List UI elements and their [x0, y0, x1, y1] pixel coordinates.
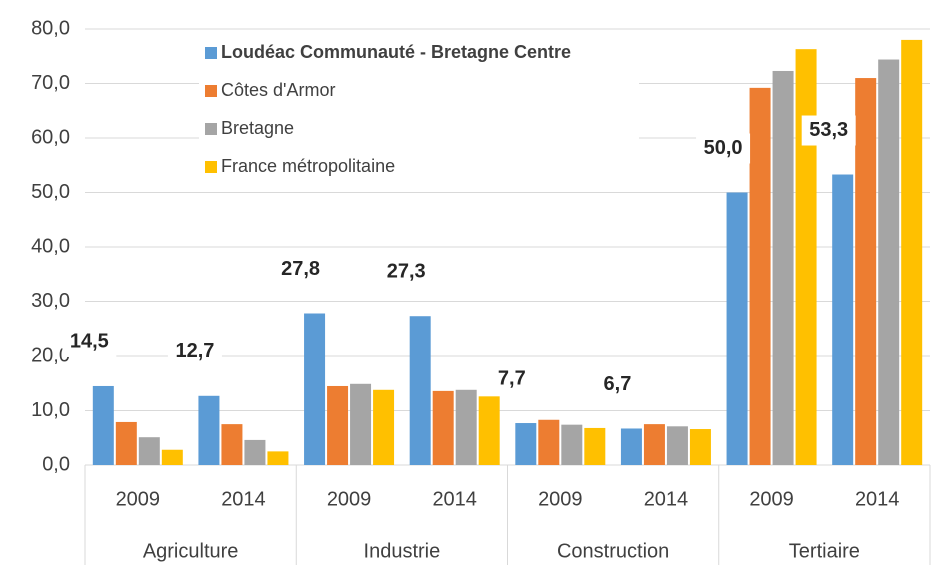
- bar: [901, 39, 923, 466]
- legend-swatch: [205, 47, 217, 59]
- data-label: 27,3: [387, 260, 426, 282]
- legend-swatch: [205, 85, 217, 97]
- legend-label: France métropolitaine: [221, 156, 395, 176]
- group-label: Industrie: [364, 540, 441, 562]
- data-label-background: [167, 336, 222, 367]
- bar: [749, 87, 771, 466]
- x-tick-label: 2014: [432, 488, 477, 510]
- legend-background: [199, 35, 639, 187]
- data-label-background: [379, 257, 434, 288]
- bar: [620, 428, 642, 465]
- data-label: 27,8: [281, 258, 320, 280]
- bar: [350, 383, 372, 465]
- bar: [409, 316, 431, 465]
- bar: [643, 424, 665, 465]
- bar: [115, 421, 137, 465]
- x-tick-label: 2009: [116, 488, 161, 510]
- legend-label: Loudéac Communauté - Bretagne Centre: [221, 42, 571, 62]
- legend-swatch: [205, 161, 217, 173]
- data-label: 14,5: [70, 330, 109, 352]
- y-tick-label: 30,0: [31, 290, 70, 312]
- y-tick-label: 10,0: [31, 399, 70, 421]
- data-label: 7,7: [498, 367, 526, 389]
- bar: [267, 451, 289, 465]
- bar: [832, 174, 854, 465]
- data-label-background: [801, 115, 856, 146]
- group-label: Construction: [557, 540, 669, 562]
- x-tick-label: 2014: [644, 488, 689, 510]
- data-label: 6,7: [604, 373, 632, 395]
- y-tick-label: 20,0: [31, 344, 70, 366]
- x-tick-label: 2009: [538, 488, 583, 510]
- bar: [327, 385, 349, 465]
- legend-label: Bretagne: [221, 118, 294, 138]
- data-label-background: [696, 133, 751, 164]
- bar: [244, 439, 266, 465]
- data-label: 12,7: [175, 340, 214, 362]
- x-tick-label: 2014: [855, 488, 900, 510]
- y-tick-label: 0,0: [42, 453, 70, 475]
- bar: [455, 389, 477, 465]
- bar: [666, 426, 688, 465]
- bar: [198, 395, 220, 465]
- x-tick-label: 2009: [327, 488, 372, 510]
- legend-swatch: [205, 123, 217, 135]
- bar: [304, 313, 326, 465]
- bar: [878, 59, 900, 466]
- bar: [584, 427, 606, 465]
- data-label-background: [273, 254, 328, 285]
- y-tick-label: 60,0: [31, 126, 70, 148]
- bar: [689, 429, 711, 465]
- group-label: Tertiaire: [789, 540, 860, 562]
- bar: [478, 396, 500, 465]
- bar: [561, 424, 583, 465]
- x-tick-label: 2014: [221, 488, 266, 510]
- group-label: Agriculture: [143, 540, 239, 562]
- data-label: 53,3: [809, 119, 848, 141]
- bar: [92, 385, 114, 465]
- y-tick-label: 40,0: [31, 235, 70, 257]
- bar: [515, 423, 537, 465]
- bar: [772, 70, 794, 465]
- data-label-background: [590, 369, 645, 400]
- bar: [795, 49, 817, 465]
- bar: [221, 424, 243, 465]
- data-label-background: [484, 364, 539, 395]
- y-tick-label: 70,0: [31, 72, 70, 94]
- x-tick-label: 2009: [749, 488, 794, 510]
- bar: [855, 78, 877, 466]
- data-label: 50,0: [704, 137, 743, 159]
- bar: [726, 192, 748, 465]
- y-tick-label: 80,0: [31, 17, 70, 39]
- bar: [138, 437, 160, 465]
- bar: [373, 389, 395, 465]
- bar: [538, 419, 560, 465]
- y-tick-label: 50,0: [31, 181, 70, 203]
- bar: [161, 449, 183, 465]
- legend-label: Côtes d'Armor: [221, 80, 335, 100]
- data-label-background: [62, 326, 117, 357]
- bar: [432, 390, 454, 465]
